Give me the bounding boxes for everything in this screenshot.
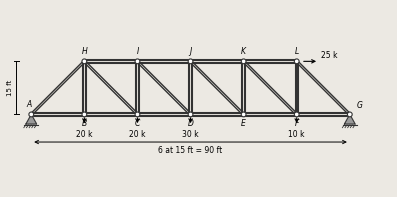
Text: B: B [82, 119, 87, 128]
Circle shape [29, 112, 34, 117]
Circle shape [135, 112, 140, 117]
Polygon shape [345, 114, 355, 124]
Circle shape [241, 59, 246, 64]
Circle shape [82, 112, 87, 117]
Circle shape [347, 112, 352, 117]
Circle shape [294, 112, 299, 117]
Polygon shape [26, 114, 37, 124]
Text: 15 ft: 15 ft [7, 80, 13, 96]
Text: A: A [26, 100, 31, 109]
Text: L: L [295, 47, 299, 56]
Circle shape [241, 112, 246, 117]
Text: J: J [189, 47, 192, 56]
Text: I: I [136, 47, 139, 56]
Text: 25 k: 25 k [321, 51, 337, 60]
Text: 20 k: 20 k [76, 130, 93, 139]
Circle shape [135, 59, 140, 64]
Text: H: H [81, 47, 87, 56]
Text: 30 k: 30 k [182, 130, 199, 139]
Text: K: K [241, 47, 246, 56]
Circle shape [188, 112, 193, 117]
Text: C: C [135, 119, 140, 128]
Circle shape [294, 59, 299, 64]
Text: 20 k: 20 k [129, 130, 146, 139]
Text: 6 at 15 ft = 90 ft: 6 at 15 ft = 90 ft [158, 146, 223, 155]
Text: G: G [356, 101, 362, 110]
Circle shape [188, 59, 193, 64]
Text: 10 k: 10 k [289, 130, 305, 139]
Text: F: F [295, 119, 299, 128]
Text: D: D [188, 119, 193, 128]
Text: E: E [241, 119, 246, 128]
Circle shape [82, 59, 87, 64]
